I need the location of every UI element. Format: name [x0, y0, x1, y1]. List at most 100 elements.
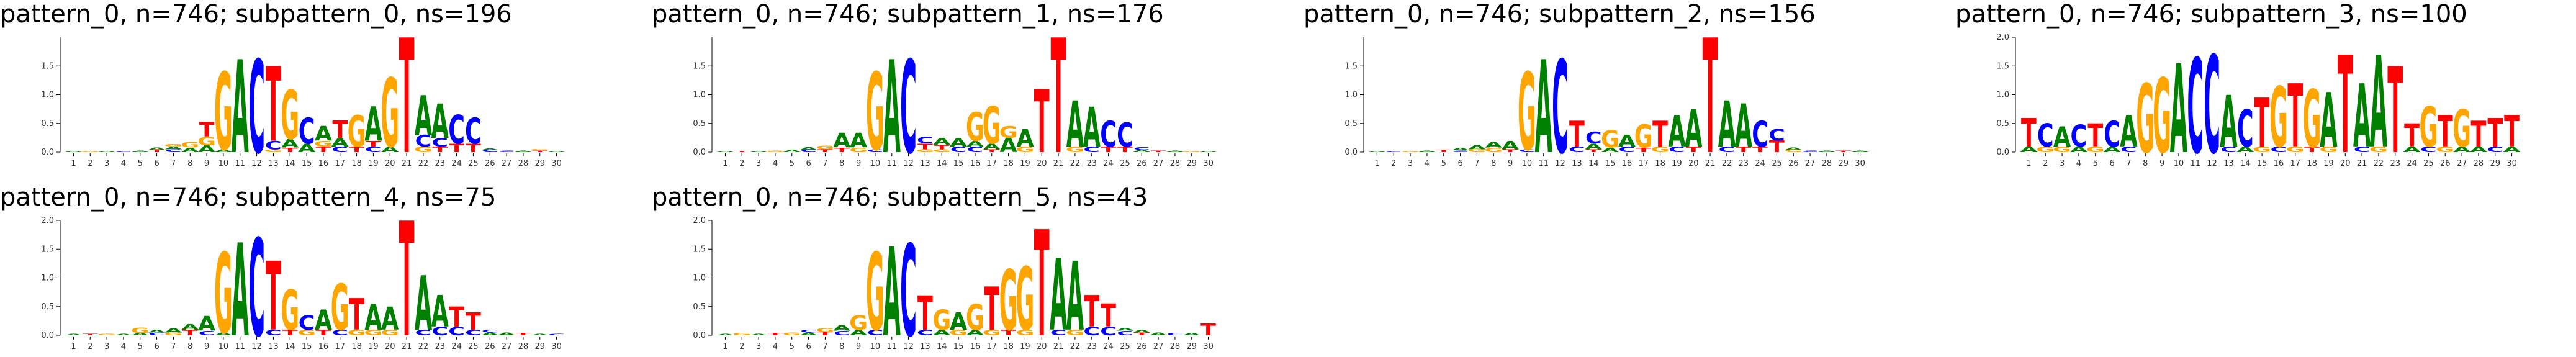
x-tick-label: 18 — [1003, 159, 1014, 168]
logo-letter-A: A — [1451, 148, 1469, 151]
logo-letter-T: T — [315, 145, 331, 154]
logo-letter-T: T — [1769, 138, 1785, 156]
y-tick-label: 1.5 — [1996, 61, 2009, 71]
logo-letter-C: C — [1117, 330, 1133, 337]
x-tick-label: 14 — [937, 342, 947, 351]
logo-letter-T: T — [1636, 147, 1652, 154]
logo-letter-T: T — [2338, 29, 2353, 184]
logo-letter-A: A — [1133, 150, 1150, 153]
x-tick-label: 24 — [2407, 159, 2417, 168]
logo-letter-T: T — [1001, 328, 1016, 337]
logo-letter-C: C — [1569, 145, 1585, 154]
x-tick-label: 18 — [1655, 159, 1665, 168]
logo-letter-A: A — [315, 123, 333, 146]
logo-letter-C: C — [448, 107, 465, 153]
x-tick-label: 1 — [1374, 159, 1379, 168]
x-tick-label: 7 — [822, 342, 827, 351]
x-tick-label: 11 — [1538, 159, 1549, 168]
x-tick-label: 30 — [551, 159, 562, 168]
x-tick-label: 9 — [204, 342, 209, 351]
logo-letter-G: G — [364, 328, 382, 337]
logo-letter-T: T — [432, 145, 448, 154]
logo-letter-G: G — [2319, 145, 2338, 154]
logo-letter-C: C — [265, 138, 282, 152]
x-tick-label: 28 — [1170, 159, 1181, 168]
logo-letter-G: G — [932, 304, 951, 336]
y-tick-label: 0.5 — [1344, 119, 1358, 129]
logo-letter-T: T — [515, 333, 531, 337]
x-tick-label: 20 — [385, 342, 395, 351]
logo-letter-C: C — [2220, 145, 2237, 154]
logo-letter-T: T — [1569, 114, 1585, 155]
x-tick-label: 14 — [285, 342, 295, 351]
logo-letter-T: T — [399, 6, 415, 189]
x-tick-label: 10 — [218, 159, 229, 168]
logo-letter-T: T — [1652, 114, 1668, 155]
logo-letter-T: T — [199, 119, 215, 142]
x-tick-label: 26 — [1137, 159, 1147, 168]
y-tick-label: 0.0 — [693, 148, 706, 157]
logo-letter-A: A — [232, 34, 249, 183]
logo-letter-T: T — [2087, 118, 2103, 155]
x-tick-label: 8 — [1491, 159, 1496, 168]
logo-letter-A: A — [498, 332, 516, 336]
y-tick-label: 0.5 — [1996, 119, 2009, 129]
logo-letter-A: A — [1851, 150, 1868, 153]
logo-letter-T: T — [83, 333, 98, 336]
logo-letter-A: A — [966, 140, 984, 148]
x-tick-label: 30 — [2506, 159, 2517, 168]
logo-letter-G: G — [264, 148, 282, 153]
x-tick-label: 7 — [2126, 159, 2131, 168]
x-tick-label: 9 — [856, 159, 861, 168]
logo-letter-C: C — [917, 135, 934, 146]
logo-letter-C: C — [448, 324, 465, 338]
x-tick-label: 21 — [1705, 159, 1716, 168]
x-tick-label: 17 — [986, 159, 997, 168]
logo-letter-C: C — [2271, 145, 2287, 154]
logo-letter-A: A — [950, 307, 967, 335]
logo-letter-G: G — [181, 140, 199, 149]
logo-panel-4: pattern_0, n=746; subpattern_4, ns=75 0.… — [0, 183, 621, 357]
x-tick-label: 3 — [1408, 159, 1413, 168]
x-tick-label: 23 — [1738, 159, 1749, 168]
x-tick-label: 15 — [302, 159, 312, 168]
panel-title: pattern_0, n=746; subpattern_4, ns=75 — [0, 183, 497, 212]
logo-letter-G: G — [2136, 65, 2155, 175]
x-tick-label: 13 — [920, 342, 930, 351]
logo-letter-C: C — [867, 148, 884, 153]
logo-letter-T: T — [2304, 145, 2320, 154]
x-tick-label: 16 — [318, 342, 329, 351]
x-tick-label: 29 — [2490, 159, 2500, 168]
logo-letter-G: G — [2086, 145, 2105, 154]
logo-letter-A: A — [164, 327, 182, 334]
logo-letter-A: A — [2220, 80, 2237, 163]
logo-letter-T: T — [2021, 111, 2037, 156]
logo-letter-G: G — [131, 326, 150, 335]
logo-letter-C: C — [248, 34, 265, 183]
x-tick-label: 18 — [2307, 159, 2317, 168]
x-tick-label: 14 — [285, 159, 295, 168]
x-tick-label: 22 — [1070, 342, 1081, 351]
x-tick-label: 20 — [385, 159, 395, 168]
logo-letter-A: A — [1718, 88, 1736, 161]
logo-letter-G: G — [983, 328, 1001, 337]
y-tick-label: 1.5 — [693, 245, 706, 254]
logo-letter-T: T — [1503, 148, 1518, 153]
logo-letter-G: G — [1784, 150, 1803, 153]
logo-letter-A: A — [850, 130, 868, 153]
logo-letter-C: C — [199, 330, 215, 337]
x-tick-label: 8 — [2143, 159, 2148, 168]
logo-letter-A: A — [1601, 147, 1619, 154]
logo-letter-A: A — [783, 150, 801, 153]
logo-letter-C: C — [1519, 148, 1536, 153]
logo-letter-C: C — [867, 328, 884, 337]
y-tick-label: 0.5 — [41, 119, 54, 129]
x-tick-label: 1 — [723, 342, 727, 351]
logo-letter-G: G — [214, 231, 233, 357]
logo-letter-T: T — [1034, 200, 1050, 357]
logo-letter-G: G — [348, 328, 366, 337]
x-tick-label: 29 — [1186, 342, 1197, 351]
x-tick-label: 29 — [1838, 159, 1849, 168]
